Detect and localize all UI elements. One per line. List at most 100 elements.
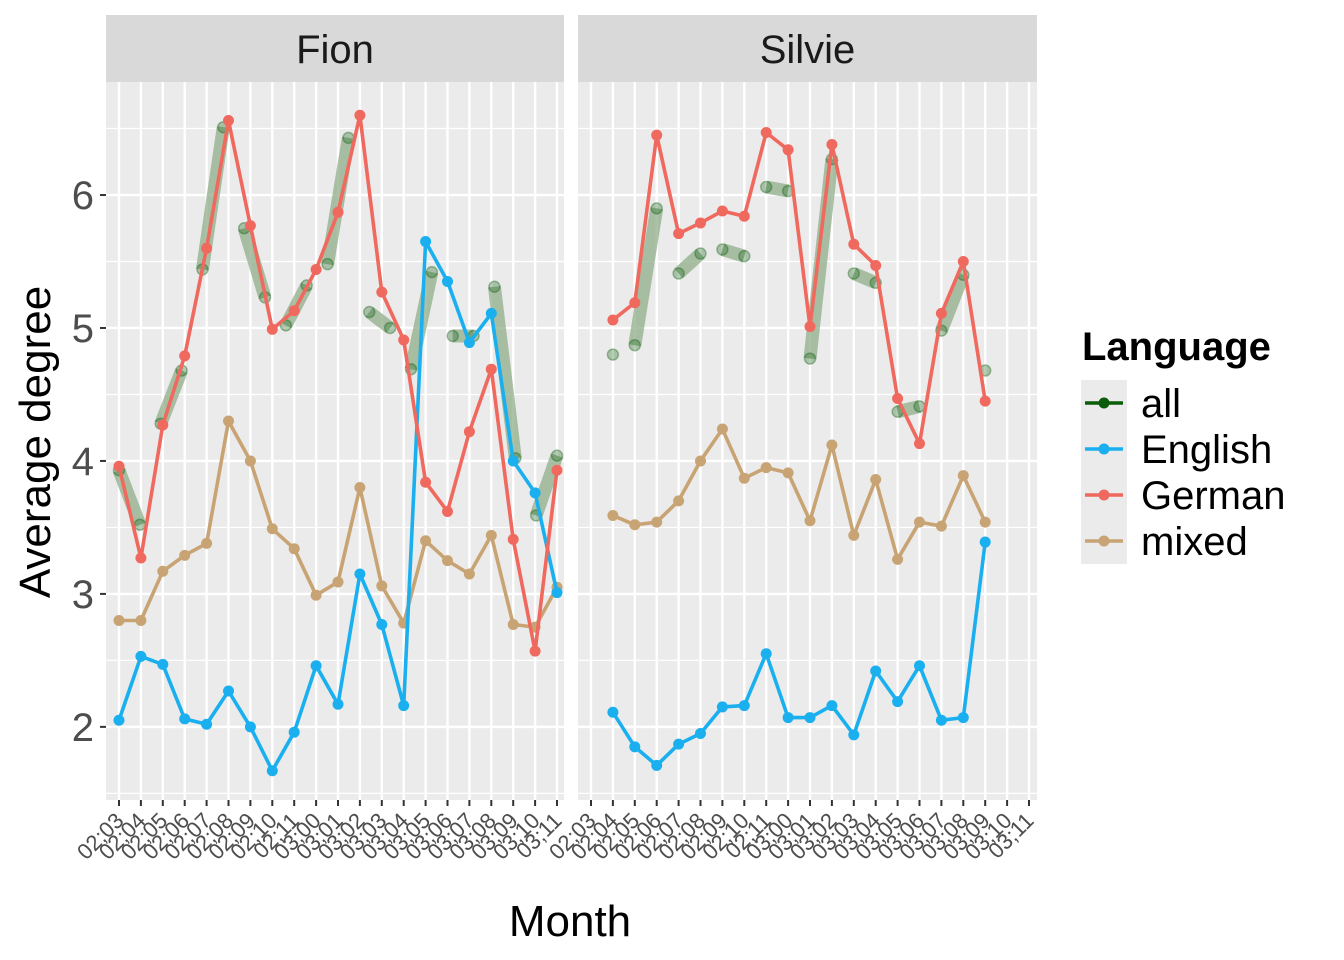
german-point bbox=[673, 228, 685, 240]
english-point bbox=[244, 721, 256, 733]
german-point bbox=[376, 286, 388, 298]
all-point bbox=[321, 257, 334, 271]
german-point bbox=[463, 426, 475, 438]
all-trend-segment bbox=[720, 243, 747, 263]
english-point bbox=[629, 741, 641, 753]
all-trend-segment bbox=[851, 267, 879, 289]
y-tick-label: 3 bbox=[72, 573, 94, 617]
all-point bbox=[446, 329, 459, 343]
mixed-point bbox=[695, 455, 706, 467]
german-point bbox=[607, 314, 619, 326]
mixed-point bbox=[651, 516, 663, 528]
english-point bbox=[738, 700, 750, 712]
german-line bbox=[611, 130, 987, 446]
legend-label: German bbox=[1141, 474, 1286, 518]
all-point bbox=[650, 202, 663, 215]
english-point bbox=[485, 307, 497, 319]
german-point bbox=[398, 334, 410, 346]
german-point bbox=[760, 127, 772, 139]
all-point bbox=[716, 243, 729, 256]
english-point bbox=[463, 337, 475, 349]
german-point bbox=[223, 115, 234, 127]
series-german bbox=[607, 127, 991, 450]
all-point bbox=[847, 267, 861, 280]
panels-layer: Fion02;0302;0402;0502;0602;0702;0802;090… bbox=[72, 15, 1039, 864]
english-point bbox=[288, 726, 300, 738]
mixed-point bbox=[826, 439, 838, 451]
all-trend-segment bbox=[765, 180, 790, 198]
english-point bbox=[673, 738, 685, 750]
german-point bbox=[485, 363, 497, 375]
german-point bbox=[914, 438, 925, 450]
german-point bbox=[266, 323, 278, 335]
all-point bbox=[628, 339, 642, 352]
german-point bbox=[935, 307, 947, 319]
mixed-point bbox=[629, 519, 641, 531]
german-point bbox=[201, 242, 213, 254]
panel-background bbox=[578, 82, 1037, 800]
english-point bbox=[979, 536, 991, 548]
legend-key-point bbox=[1098, 443, 1110, 455]
german-point bbox=[310, 263, 322, 275]
mixed-point bbox=[979, 516, 991, 528]
german-point bbox=[826, 138, 838, 150]
y-axis: 2 3 4 5 6 bbox=[72, 174, 106, 750]
mixed-point bbox=[288, 543, 300, 555]
series-german bbox=[113, 109, 563, 657]
english-point bbox=[760, 648, 772, 660]
mixed-point bbox=[223, 415, 234, 427]
english-point bbox=[135, 650, 147, 662]
english-point bbox=[113, 714, 125, 726]
all-point bbox=[425, 265, 439, 279]
mixed-point bbox=[782, 467, 794, 479]
all-trend-segment bbox=[365, 306, 395, 334]
english-point bbox=[695, 728, 706, 740]
all-trend-segment bbox=[487, 285, 522, 460]
all-point bbox=[488, 280, 501, 294]
y-tick-label: 6 bbox=[72, 174, 94, 218]
german-point bbox=[507, 533, 519, 545]
legend-item-german: German bbox=[1081, 472, 1286, 518]
german-point bbox=[113, 460, 125, 472]
german-point bbox=[244, 220, 256, 232]
german-point bbox=[848, 238, 860, 250]
series-english bbox=[607, 536, 991, 771]
mixed-point bbox=[804, 515, 816, 527]
german-point bbox=[354, 109, 366, 121]
english-point bbox=[935, 714, 947, 726]
series-all bbox=[606, 152, 992, 419]
german-point bbox=[957, 256, 969, 267]
english-point bbox=[398, 700, 410, 712]
all-point bbox=[606, 348, 620, 361]
german-point bbox=[420, 476, 432, 488]
all-point bbox=[803, 352, 817, 365]
legend-title: Language bbox=[1082, 325, 1271, 369]
english-point bbox=[332, 698, 344, 710]
legend-item-all: all bbox=[1081, 380, 1181, 426]
english-point bbox=[892, 696, 904, 708]
english-point bbox=[914, 660, 925, 672]
german-point bbox=[135, 552, 147, 564]
legend-item-english: English bbox=[1081, 426, 1272, 472]
english-point bbox=[804, 712, 816, 724]
all-point bbox=[738, 249, 751, 263]
english-point bbox=[957, 712, 969, 724]
english-point bbox=[826, 700, 838, 712]
all-trend-segment bbox=[321, 136, 355, 266]
mixed-point bbox=[157, 565, 169, 577]
legend-key-point bbox=[1098, 535, 1110, 547]
mixed-point bbox=[848, 529, 860, 541]
legend-item-mixed: mixed bbox=[1081, 518, 1248, 564]
series-english bbox=[113, 236, 563, 777]
english-point bbox=[420, 236, 432, 248]
german-point bbox=[892, 392, 904, 404]
strip-label: Fion bbox=[296, 28, 374, 72]
all-point bbox=[694, 247, 707, 260]
y-tick-label: 5 bbox=[72, 307, 94, 351]
german-point bbox=[157, 419, 169, 431]
english-point bbox=[201, 718, 213, 730]
y-tick-label: 2 bbox=[72, 706, 94, 750]
